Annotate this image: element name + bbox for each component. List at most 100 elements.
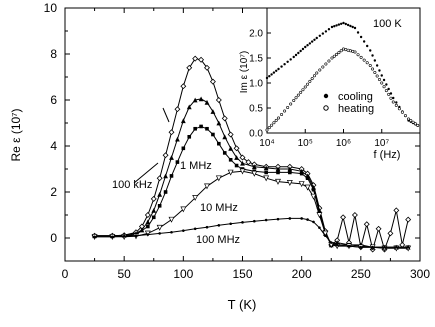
- inset-tick-labels: 10⁴ 10⁵ 10⁶ 10⁷ 0.0 0.5 1.0 1.5 2.0: [249, 29, 389, 150]
- data-point: [211, 132, 215, 137]
- inset-point: [403, 114, 407, 118]
- inset-point: [310, 40, 314, 43]
- inset-point: [304, 45, 307, 49]
- inset-point: [306, 82, 310, 86]
- inset-point: [292, 55, 295, 59]
- inset-point: [280, 113, 284, 117]
- x-tick-label: 200: [292, 267, 312, 281]
- data-point: [340, 214, 347, 221]
- inset-point: [344, 22, 348, 26]
- data-point: [316, 212, 323, 219]
- inset-y-tick-label: 2.0: [249, 29, 263, 40]
- data-point: [221, 115, 228, 122]
- inset-series-heating: [265, 47, 420, 132]
- inset-point: [272, 121, 276, 125]
- inset-point: [299, 49, 302, 53]
- inset-point: [365, 44, 369, 48]
- inset-point: [310, 77, 314, 81]
- inset-point: [373, 71, 377, 75]
- inset-point: [353, 50, 357, 54]
- data-point: [275, 178, 281, 185]
- data-point: [204, 183, 210, 190]
- inset-point: [382, 85, 386, 89]
- data-point: [324, 234, 327, 237]
- data-point: [204, 64, 210, 71]
- data-point: [286, 180, 293, 186]
- data-point: [186, 64, 193, 71]
- inset-point: [369, 49, 372, 52]
- inset-point: [321, 32, 325, 35]
- inset-point: [375, 74, 379, 78]
- data-point: [193, 126, 197, 131]
- data-point: [111, 235, 114, 239]
- data-point: [298, 181, 305, 188]
- inset-x-tick-label: 10⁷: [374, 138, 389, 149]
- data-point: [300, 217, 303, 220]
- inset-point: [373, 59, 377, 62]
- inset-point: [339, 49, 343, 53]
- y-tick-label: 10: [44, 1, 58, 15]
- inset-point: [303, 85, 307, 89]
- inset-point: [283, 62, 286, 66]
- inset-point: [306, 44, 309, 47]
- inset-point: [362, 40, 366, 43]
- data-point: [168, 216, 175, 223]
- inset-point: [389, 92, 393, 95]
- data-point: [310, 193, 317, 200]
- data-point: [351, 212, 358, 218]
- inset-point: [274, 118, 278, 122]
- inset-point: [335, 24, 338, 27]
- inset-point: [301, 47, 305, 51]
- inset-x-tick-label: 10⁵: [298, 138, 313, 149]
- data-point: [375, 225, 382, 232]
- inset-point: [387, 92, 391, 96]
- data-point: [151, 208, 157, 213]
- x-tick-label: 250: [351, 267, 371, 281]
- inset-x-tick-label: 10⁶: [336, 138, 351, 149]
- data-point: [311, 187, 316, 192]
- data-point: [146, 233, 150, 236]
- inset-point: [289, 102, 293, 106]
- inset-point: [337, 23, 341, 26]
- series-line: [94, 217, 409, 248]
- inset-point: [380, 81, 384, 85]
- x-tick-label: 50: [117, 267, 131, 281]
- inset-plot-frame: [266, 7, 421, 134]
- inset-point: [394, 103, 398, 107]
- data-point: [383, 245, 386, 249]
- annotation-1mhz: 1 MHz: [180, 160, 212, 172]
- data-point: [205, 126, 209, 131]
- data-point: [287, 166, 293, 172]
- main-x-axis-label: T (K): [228, 297, 257, 312]
- data-point: [234, 163, 239, 168]
- inset-point: [318, 34, 322, 37]
- data-point: [288, 217, 292, 220]
- data-point: [363, 221, 370, 228]
- inset-point: [371, 67, 375, 71]
- inset-point: [380, 74, 383, 77]
- inset-point: [416, 123, 420, 127]
- y-tick-label: 2: [50, 185, 57, 199]
- data-point: [187, 135, 192, 139]
- inset-point: [378, 69, 381, 72]
- inset-y-tick-label: 1.0: [249, 79, 263, 90]
- data-point: [263, 175, 270, 182]
- inset-point: [335, 52, 339, 56]
- data-point: [299, 171, 304, 176]
- inset-point: [289, 58, 292, 61]
- inset-point: [327, 59, 331, 63]
- data-point: [239, 168, 246, 175]
- inset-series-cooling: [265, 21, 419, 127]
- inset-point: [339, 22, 343, 25]
- inset-point: [353, 26, 357, 30]
- inset-point: [270, 73, 273, 76]
- data-point: [134, 234, 138, 237]
- data-point: [241, 221, 244, 224]
- main-y-axis-label: Re ε (10⁷): [9, 108, 23, 161]
- inset-point: [377, 78, 381, 82]
- inset-point: [356, 53, 360, 57]
- inset-series-group: [265, 21, 420, 132]
- inset-point: [332, 54, 336, 58]
- data-point: [227, 169, 234, 176]
- data-point: [169, 155, 174, 160]
